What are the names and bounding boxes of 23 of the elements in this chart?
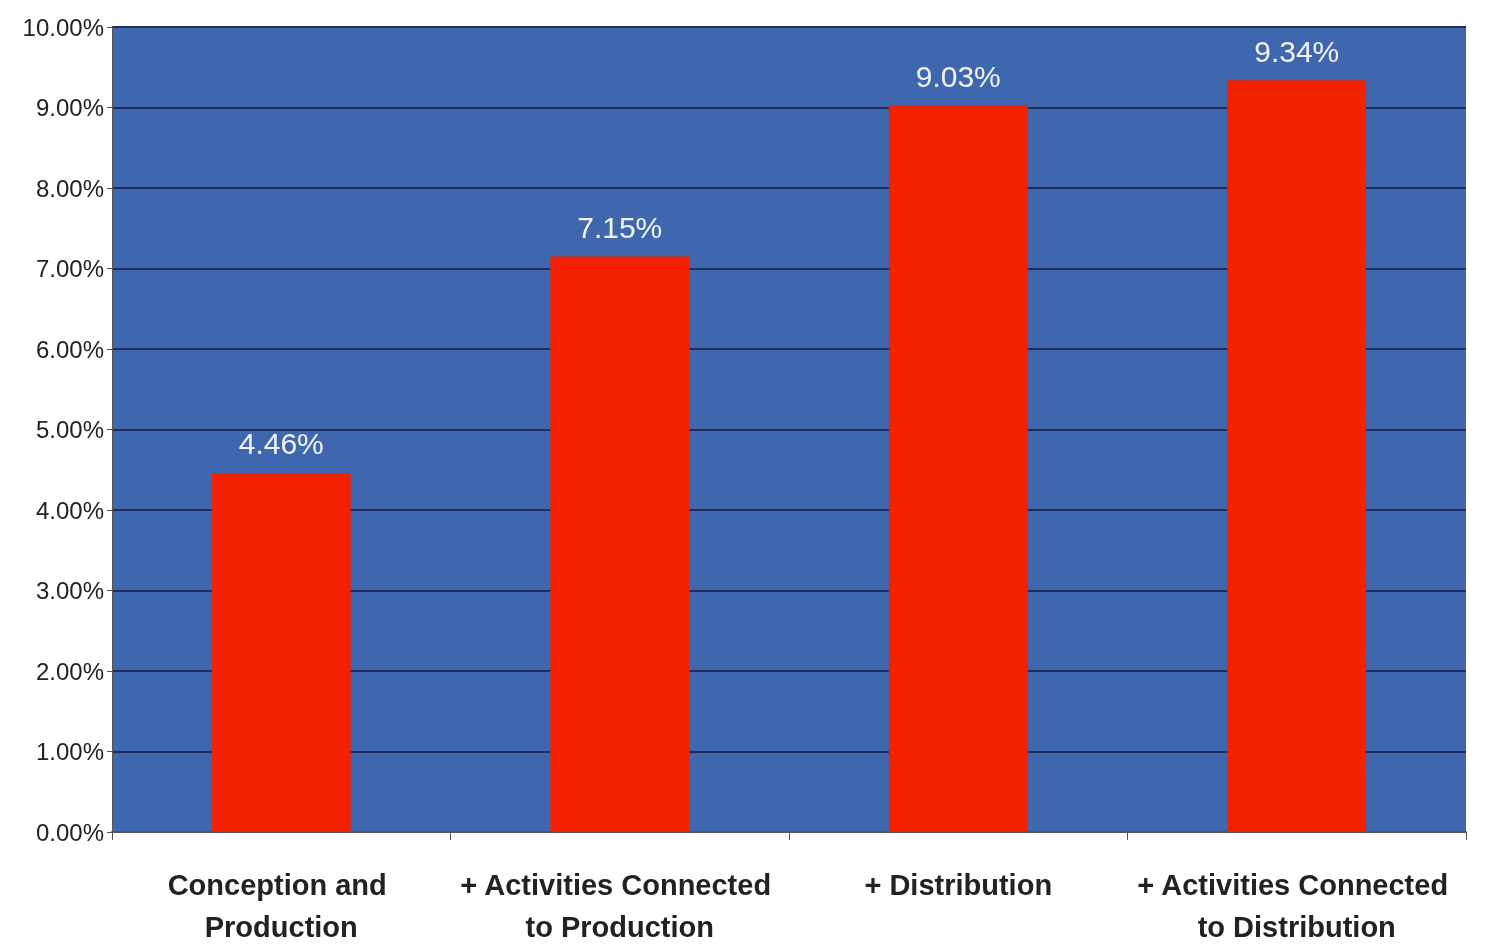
y-tick-label: 7.00% <box>35 255 104 282</box>
y-tick-label: 9.00% <box>35 94 104 121</box>
y-tick-label: 4.00% <box>35 496 104 524</box>
bar <box>211 472 351 832</box>
y-tick-label: 8.00% <box>35 174 104 202</box>
x-tick-label: + Activities Connected to Production <box>460 869 780 943</box>
y-tick-label: 1.00% <box>35 738 104 765</box>
data-label: 9.03% <box>915 59 1001 93</box>
x-tick-label: + Activities Connected to Distribution <box>1137 869 1457 943</box>
x-tick-label: + Distribution <box>864 869 1053 901</box>
data-label: 7.15% <box>577 210 663 244</box>
y-tick-label: 5.00% <box>35 416 104 443</box>
y-tick-label: 3.00% <box>35 577 104 604</box>
y-tick-label: 6.00% <box>35 335 104 363</box>
y-tick-label: 0.00% <box>35 818 104 846</box>
y-tick-label: 2.00% <box>35 657 104 685</box>
bar <box>550 256 690 832</box>
bar <box>888 105 1028 832</box>
data-label: 4.46% <box>238 427 324 461</box>
y-tick-label: 10.00% <box>22 13 104 41</box>
x-tick-label: Conception and Production <box>167 869 395 943</box>
data-label: 9.34% <box>1254 34 1340 68</box>
bar <box>1227 80 1367 832</box>
